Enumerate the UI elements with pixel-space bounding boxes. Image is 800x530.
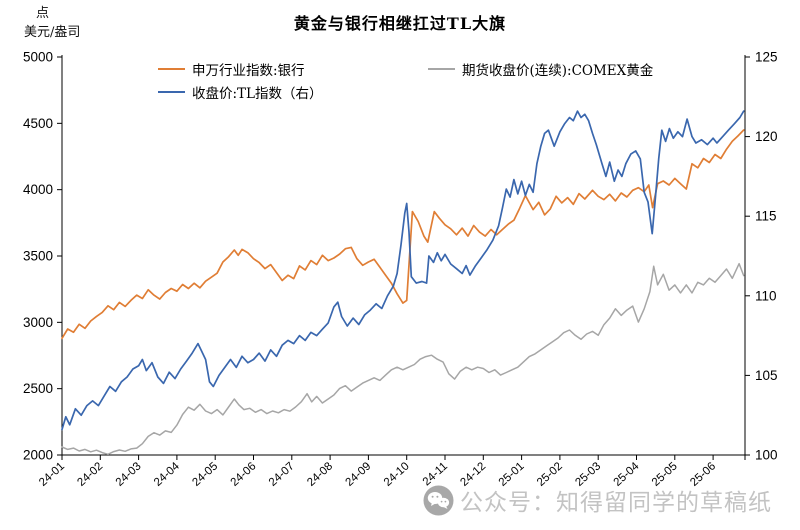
right-axis-tick-label: 120 [755, 129, 778, 144]
left-axis-tick-label: 2000 [23, 448, 53, 463]
legend-item-tl-index: 收盘价:TL指数（右） [158, 82, 323, 102]
left-axis-tick-label: 3500 [23, 249, 53, 264]
left-axis-units: 点 美元/盎司 [24, 5, 80, 43]
bank-index-line-swatch [158, 68, 185, 70]
watermark: 公众号：知得留同学的草稿纸 [423, 483, 772, 517]
axes [57, 55, 750, 460]
right-axis-tick-label: 100 [755, 448, 778, 463]
series-line [61, 110, 745, 431]
legend-label-bank-index: 申万行业指数:银行 [192, 63, 305, 79]
left-axis-tick-label: 5000 [23, 50, 53, 65]
series-line [61, 262, 745, 456]
x-axis-tick-label: 24-10 [382, 460, 412, 489]
legend-label-comex-gold: 期货收盘价(连续):COMEX黄金 [462, 63, 654, 79]
x-axis-tick-label: 24-01 [37, 460, 67, 489]
legend-label-tl-index: 收盘价:TL指数（右） [192, 86, 323, 102]
tl-index-line-swatch [158, 91, 185, 93]
x-axis-tick-label: 24-02 [75, 460, 105, 489]
legend-item-bank-index: 申万行业指数:银行 [158, 59, 305, 79]
unit-points-label: 点 [36, 6, 50, 21]
right-axis-tick-label: 105 [755, 368, 778, 383]
unit-usd-oz-label: 美元/盎司 [24, 24, 81, 40]
x-axis-tick-label: 24-05 [190, 460, 220, 489]
x-axis-tick-label: 24-08 [305, 460, 335, 489]
x-axis-tick-label: 24-07 [267, 460, 297, 489]
right-axis-tick-label: 110 [755, 288, 777, 303]
comex-gold-line-swatch [428, 68, 455, 70]
legend-item-comex-gold: 期货收盘价(连续):COMEX黄金 [428, 59, 653, 79]
chart-title: 黄金与银行相继扛过TL大旗 [293, 14, 507, 33]
watermark-text: 公众号：知得留同学的草稿纸 [460, 489, 772, 515]
right-axis-tick-label: 125 [755, 50, 778, 65]
left-axis-tick-label: 2500 [23, 381, 53, 396]
x-axis-tick-label: 24-04 [152, 460, 182, 489]
left-axis-tick-label: 4500 [23, 116, 53, 131]
x-axis-tick-label: 24-06 [229, 460, 259, 489]
right-axis-tick-label: 115 [755, 209, 777, 224]
left-axis-tick-label: 3000 [23, 315, 53, 330]
x-axis-tick-label: 24-09 [344, 460, 374, 489]
left-axis-tick-label: 4000 [23, 182, 53, 197]
x-axis-tick-label: 24-03 [114, 460, 144, 489]
series-line [61, 129, 745, 340]
wechat-icon [423, 485, 454, 515]
